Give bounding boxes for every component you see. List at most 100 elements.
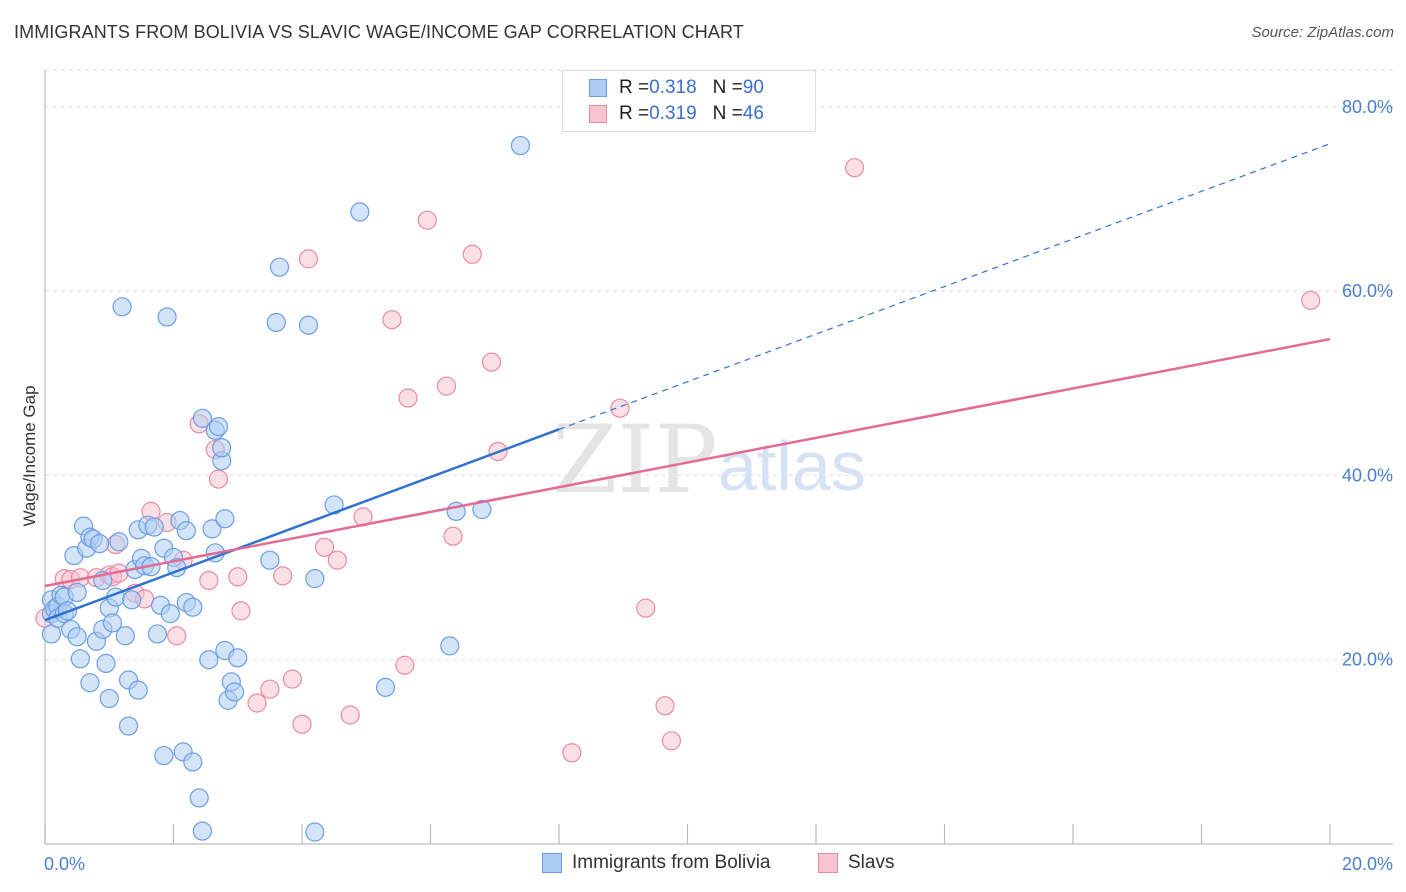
- watermark-zip: ZIP: [552, 406, 718, 515]
- point-bolivia: [260, 550, 280, 570]
- point-slavs: [314, 537, 335, 557]
- trend-line-bolivia-extrapolated: [558, 143, 1331, 430]
- watermark: ZIP atlas: [552, 406, 866, 515]
- point-bolivia: [160, 604, 180, 624]
- point-slavs: [562, 743, 582, 763]
- point-bolivia: [154, 745, 174, 766]
- point-bolivia: [67, 627, 87, 647]
- point-bolivia: [80, 673, 100, 693]
- point-slavs: [282, 669, 302, 689]
- point-slavs: [481, 352, 502, 372]
- point-slavs: [462, 244, 482, 264]
- point-bolivia: [224, 682, 245, 702]
- point-slavs: [610, 398, 630, 418]
- point-slavs: [655, 696, 675, 716]
- point-slavs: [199, 570, 219, 591]
- watermark-atlas: atlas: [718, 427, 866, 505]
- axes: [44, 70, 1393, 845]
- point-slavs: [395, 655, 415, 675]
- trend-line-bolivia: [44, 428, 560, 622]
- legend-r-label: R =: [619, 77, 650, 98]
- y-tick-label: 40.0%: [1342, 465, 1393, 485]
- point-slavs: [208, 469, 229, 489]
- point-bolivia: [228, 648, 248, 668]
- bottom-legend-swatch-bolivia: [542, 853, 562, 873]
- point-bolivia: [202, 519, 222, 539]
- point-slavs: [260, 679, 280, 699]
- point-slavs: [167, 626, 187, 646]
- legend-n-label: N =: [712, 103, 743, 124]
- bottom-legend-swatch-slavs: [818, 853, 838, 873]
- point-slavs: [340, 705, 360, 725]
- point-bolivia: [183, 597, 203, 617]
- correlation-legend: R = 0.318 N = 90 R = 0.319 N = 46: [562, 70, 816, 132]
- point-bolivia: [96, 653, 116, 674]
- point-bolivia: [102, 613, 123, 633]
- point-bolivia: [189, 788, 209, 808]
- y-tick-label: 60.0%: [1342, 281, 1393, 301]
- point-bolivia: [375, 677, 396, 697]
- bottom-legend-item-slavs: Slavs: [818, 852, 894, 874]
- point-bolivia: [199, 650, 219, 670]
- point-bolivia: [90, 534, 110, 554]
- point-bolivia: [109, 532, 129, 552]
- chart-source: Source: ZipAtlas.com: [1251, 24, 1394, 41]
- point-slavs: [398, 388, 418, 408]
- point-bolivia: [176, 521, 196, 541]
- point-slavs: [844, 158, 865, 178]
- point-bolivia: [99, 688, 119, 709]
- point-bolivia: [115, 626, 135, 646]
- point-slavs: [327, 550, 347, 570]
- data-points: [35, 135, 1321, 842]
- legend-r-value: 0.318: [649, 77, 697, 98]
- chart-title: IMMIGRANTS FROM BOLIVIA VS SLAVIC WAGE/I…: [14, 22, 744, 42]
- x-tick-label-max: 20.0%: [1342, 854, 1393, 874]
- legend-r-label: R =: [619, 103, 650, 124]
- point-slavs: [247, 693, 267, 713]
- point-bolivia: [144, 517, 164, 537]
- legend-n-label: N =: [712, 77, 743, 98]
- point-slavs: [298, 249, 319, 269]
- point-slavs: [417, 210, 437, 230]
- point-bolivia: [440, 636, 460, 656]
- tick-labels: 0.0% 20.0% 20.0% 40.0% 60.0% 80.0%: [44, 97, 1393, 874]
- y-tick-label: 20.0%: [1342, 650, 1393, 670]
- point-slavs: [1301, 290, 1321, 310]
- point-bolivia: [192, 408, 213, 428]
- legend-swatch-slavs: [589, 105, 607, 123]
- point-slavs: [231, 601, 251, 621]
- point-bolivia: [192, 821, 213, 841]
- point-bolivia: [305, 569, 325, 589]
- point-slavs: [228, 567, 248, 587]
- bottom-legend-label-bolivia: Immigrants from Bolivia: [572, 852, 771, 873]
- point-bolivia: [215, 509, 235, 529]
- point-bolivia: [147, 624, 168, 644]
- point-bolivia: [208, 416, 229, 437]
- legend-row-slavs: R = 0.319 N = 46: [589, 102, 764, 126]
- legend-n-value: 90: [742, 77, 764, 98]
- point-slavs: [382, 310, 402, 330]
- bottom-legend-label-slavs: Slavs: [848, 852, 895, 873]
- legend-n-value: 46: [742, 103, 764, 124]
- bottom-legend-item-bolivia: Immigrants from Bolivia: [542, 852, 771, 874]
- point-bolivia: [472, 499, 492, 520]
- x-tick-label-min: 0.0%: [44, 854, 85, 874]
- trend-line-slavs: [44, 337, 1331, 588]
- point-bolivia: [67, 582, 87, 603]
- y-axis-title: Wage/Income Gap: [20, 385, 39, 526]
- point-bolivia: [70, 649, 90, 669]
- y-tick-label: 80.0%: [1342, 97, 1393, 117]
- point-slavs: [661, 731, 682, 751]
- point-bolivia: [305, 822, 325, 842]
- point-bolivia: [269, 257, 290, 277]
- point-bolivia: [128, 680, 148, 700]
- point-slavs: [636, 598, 656, 618]
- point-bolivia: [118, 716, 139, 736]
- point-bolivia: [157, 307, 177, 327]
- point-bolivia: [183, 752, 203, 772]
- point-bolivia: [122, 590, 142, 610]
- point-bolivia: [212, 438, 232, 458]
- legend-r-value: 0.319: [649, 103, 697, 124]
- legend-row-bolivia: R = 0.318 N = 90: [589, 76, 764, 100]
